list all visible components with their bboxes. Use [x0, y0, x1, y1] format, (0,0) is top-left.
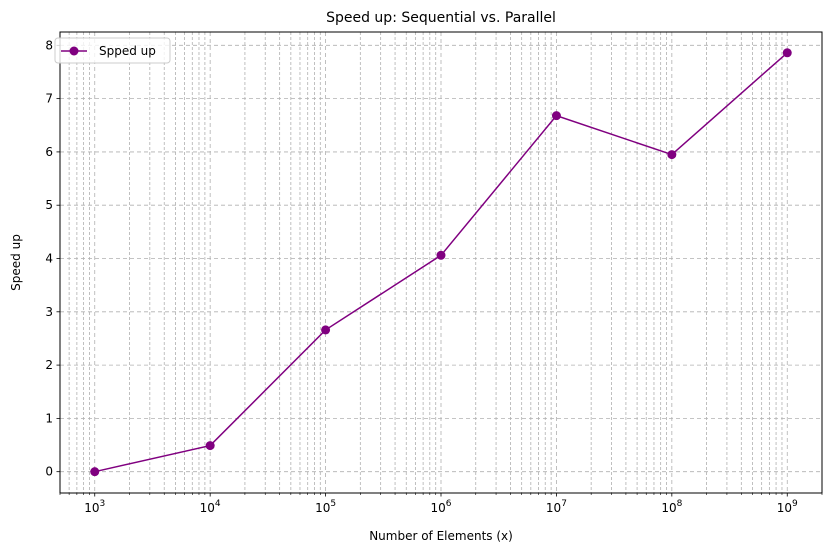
- data-point: [436, 250, 446, 260]
- x-tick-label: 108: [661, 499, 682, 515]
- x-tick-label: 106: [430, 499, 451, 515]
- data-point: [90, 467, 100, 477]
- x-axis-ticks: 103 104 105 106 107 108 109: [59, 493, 823, 515]
- data-point: [551, 111, 561, 121]
- legend-marker-swatch: [69, 46, 79, 56]
- x-tick-label: 103: [84, 499, 105, 515]
- y-tick-label: 0: [45, 465, 53, 479]
- chart-title: Speed up: Sequential vs. Parallel: [326, 10, 556, 26]
- x-tick-label: 109: [777, 499, 798, 515]
- x-tick-label: 105: [315, 499, 336, 515]
- y-tick-label: 6: [45, 145, 53, 159]
- y-tick-label: 3: [45, 305, 53, 319]
- legend: Spped up: [54, 37, 171, 64]
- y-tick-label: 8: [45, 38, 53, 52]
- data-point: [205, 441, 215, 451]
- data-point: [321, 325, 331, 335]
- y-tick-label: 4: [45, 252, 53, 266]
- data-point: [667, 150, 677, 160]
- x-axis-title: Number of Elements (x): [369, 529, 513, 543]
- legend-box: [54, 37, 171, 64]
- x-tick-label: 104: [200, 499, 221, 515]
- minor-gridlines: [59, 32, 823, 493]
- legend-entry-label: Spped up: [99, 44, 156, 58]
- x-tick-label: 107: [546, 499, 567, 515]
- series-layer: [90, 48, 792, 477]
- y-tick-label: 5: [45, 198, 53, 212]
- y-axis-title: Speed up: [9, 234, 23, 291]
- y-tick-label: 2: [45, 358, 53, 372]
- data-point: [782, 48, 792, 58]
- y-tick-label: 1: [45, 411, 53, 425]
- y-tick-label: 7: [45, 92, 53, 106]
